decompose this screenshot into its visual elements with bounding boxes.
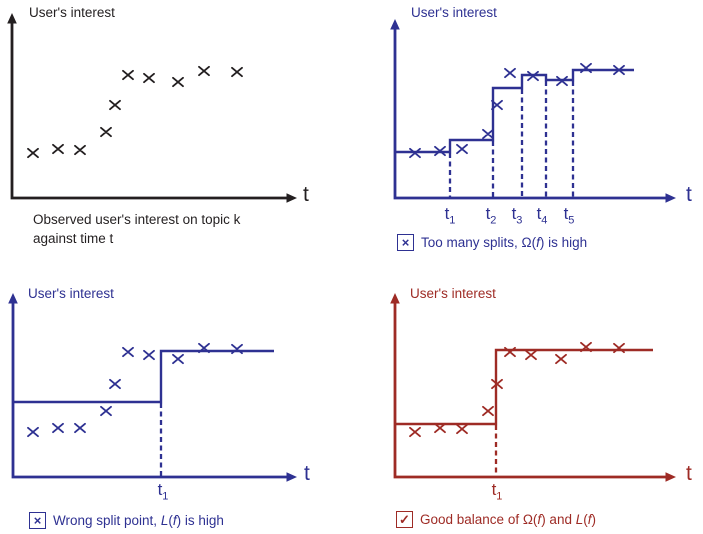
caption-observed-line2: against time t (33, 230, 114, 246)
tick-label-t2: t2 (485, 204, 497, 227)
axis-arrowheads (390, 293, 676, 482)
plot-observed (7, 13, 297, 203)
plot-wrong-split-point (8, 293, 297, 482)
scatter-x-marks (409, 341, 625, 438)
x-axis-label-too-many-splits: t (686, 183, 692, 206)
checked-box-icon: ✓ (396, 511, 413, 528)
tick-label-t5: t5 (563, 204, 575, 227)
tick-label-t4: t4 (536, 204, 548, 227)
caption-observed-line1: Observed user's interest on topic k (33, 212, 241, 227)
y-axis-title-too-many-splits: User's interest (411, 5, 497, 20)
tick-label-t3: t3 (511, 204, 523, 227)
axes-lines (393, 302, 667, 479)
caption-good-balance: ✓ Good balance of Ω(f) and L(f) (396, 511, 596, 528)
step-function-line (13, 349, 274, 404)
scatter-x-marks (27, 65, 243, 159)
caption-too-many-splits-text: Too many splits, Ω(f) is high (421, 235, 588, 250)
tick-label-t1: t1 (491, 480, 503, 503)
caption-observed: Observed user's interest on topic k agai… (33, 211, 240, 248)
scatter-x-marks (409, 62, 625, 159)
caption-wrong-split: × Wrong split point, L(f) is high (29, 512, 224, 529)
plot-good-balance (390, 293, 676, 482)
plot-too-many-splits (390, 19, 676, 203)
scatter-x-marks (27, 342, 243, 438)
axis-arrowheads (8, 293, 297, 482)
caption-too-many-splits: × Too many splits, Ω(f) is high (397, 234, 587, 251)
crossed-box-icon: × (29, 512, 46, 529)
tick-label-t1: t1 (157, 480, 169, 503)
axes-lines (393, 28, 667, 200)
y-axis-title-good-balance: User's interest (410, 286, 496, 301)
x-axis-label-wrong-split: t (304, 462, 310, 485)
x-axis-label-observed: t (303, 183, 309, 206)
y-axis-title-wrong-split: User's interest (28, 286, 114, 301)
axes-lines (10, 22, 288, 200)
crossed-box-icon: × (397, 234, 414, 251)
tick-label-t1: t1 (444, 204, 456, 227)
caption-wrong-split-text: Wrong split point, L(f) is high (53, 513, 224, 528)
step-function-line (394, 68, 634, 154)
x-axis-label-good-balance: t (686, 462, 692, 485)
axis-arrowheads (390, 19, 676, 203)
axes-lines (11, 302, 288, 479)
axis-arrowheads (7, 13, 297, 203)
caption-good-balance-text: Good balance of Ω(f) and L(f) (420, 512, 596, 527)
y-axis-title-observed: User's interest (29, 5, 115, 20)
step-function-line (394, 348, 653, 426)
